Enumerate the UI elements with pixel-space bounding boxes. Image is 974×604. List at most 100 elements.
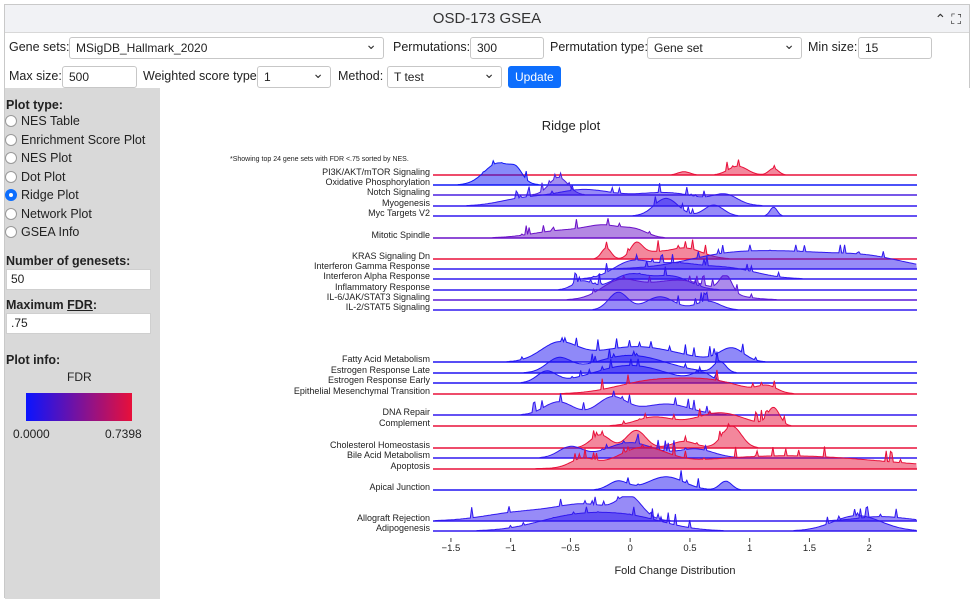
gene-sets-label: Gene sets: xyxy=(9,40,70,54)
min-size-label: Min size: xyxy=(808,40,858,54)
chart-note: *Showing top 24 gene sets with FDR <.75 … xyxy=(230,156,409,163)
ridge-fill xyxy=(433,292,917,310)
ridge-fill xyxy=(433,470,917,490)
plot-type-option-label: Ridge Plot xyxy=(21,188,79,202)
collapse-icon[interactable]: ⌃ xyxy=(934,11,947,27)
radio-icon[interactable] xyxy=(5,226,17,238)
permutation-type-label: Permutation type: xyxy=(550,40,648,54)
max-fdr-label: Maximum FDR: xyxy=(6,298,97,312)
ridge-label: Myogenesis xyxy=(382,198,431,208)
weighted-score-label: Weighted score type: xyxy=(143,69,261,83)
ridge-fill xyxy=(433,370,917,394)
ridge-fill xyxy=(433,196,917,216)
max-size-input[interactable]: 500 xyxy=(62,66,137,88)
plot-type-option-label: Dot Plot xyxy=(21,169,66,184)
radio-icon[interactable] xyxy=(5,152,17,164)
max-size-label: Max size: xyxy=(9,69,62,83)
ridge-fill xyxy=(433,275,917,300)
ridge-line xyxy=(433,218,917,239)
weighted-score-select[interactable]: 1 xyxy=(257,63,331,88)
chart-title: Ridge plot xyxy=(542,118,601,133)
radio-icon[interactable] xyxy=(5,115,17,127)
ridge-fill xyxy=(433,160,917,185)
colorbar-max-label: 0.7398 xyxy=(105,427,142,441)
plot-type-option-gsea-info[interactable]: GSEA Info xyxy=(5,224,79,240)
x-tick-label: 0 xyxy=(628,543,633,554)
ridge-fill xyxy=(433,390,917,415)
max-fdr-text: Maximum xyxy=(6,298,64,312)
colorbar-title: FDR xyxy=(67,370,92,384)
permutations-input[interactable]: 300 xyxy=(470,37,544,59)
plot-type-option-ridge-plot[interactable]: Ridge Plot xyxy=(5,187,79,203)
x-axis-label: Fold Change Distribution xyxy=(614,565,735,577)
num-genesets-input[interactable]: 50 xyxy=(6,269,151,290)
ridge-label: Fatty Acid Metabolism xyxy=(342,354,430,364)
plot-type-option-nes-table[interactable]: NES Table xyxy=(5,113,80,129)
radio-icon[interactable] xyxy=(5,170,17,183)
plot-type-option-dot-plot[interactable]: Dot Plot xyxy=(5,169,65,185)
ridge-plot: Ridge plot *Showing top 24 gene sets with… xyxy=(230,118,917,577)
ridge-label: Notch Signaling xyxy=(367,187,430,197)
ridge-label: Adipogenesis xyxy=(376,523,431,533)
ridge-fill xyxy=(433,444,917,469)
ridge-fill xyxy=(433,358,917,383)
x-tick-label: −0.5 xyxy=(561,543,580,554)
max-fdr-colon: : xyxy=(92,298,98,312)
plot-type-option-network-plot[interactable]: Network Plot xyxy=(5,206,92,222)
ridge-fill xyxy=(433,218,917,238)
controls-bar: Gene sets: MSigDB_Hallmark_2020 Permutat… xyxy=(5,33,969,88)
ridge-label: KRAS Signaling Dn xyxy=(352,251,430,261)
gsea-window: OSD-173 GSEA ⌃ ⛶ Gene sets: MSigDB_Hallma… xyxy=(4,4,971,599)
sidebar: Plot type: NES Table Enrichment Score Plo… xyxy=(5,88,160,599)
plot-type-option-enrichment-score-plot[interactable]: Enrichment Score Plot xyxy=(5,132,145,148)
window-title: OSD-173 GSEA xyxy=(432,10,542,27)
colorbar-min-label: 0.0000 xyxy=(13,427,50,441)
plot-type-option-label: Enrichment Score Plot xyxy=(21,132,146,147)
radio-icon[interactable] xyxy=(5,207,17,220)
radio-icon[interactable] xyxy=(5,133,17,146)
fullscreen-icon[interactable]: ⛶ xyxy=(951,11,961,27)
ridge-fill xyxy=(433,348,917,373)
permutations-label: Permutations: xyxy=(393,40,471,54)
min-size-input[interactable]: 15 xyxy=(858,37,932,59)
ridge-label: IL-6/JAK/STAT3 Signaling xyxy=(327,292,430,302)
ridge-label: DNA Repair xyxy=(382,407,430,417)
x-tick-label: −1.5 xyxy=(442,543,461,554)
ridge-label: Cholesterol Homeostasis xyxy=(330,440,431,450)
plot-type-heading: Plot type: xyxy=(6,98,63,112)
num-genesets-label: Number of genesets: xyxy=(6,254,131,268)
x-tick-label: 1.5 xyxy=(803,543,816,554)
title-bar: OSD-173 GSEA ⌃ ⛶ xyxy=(5,5,969,33)
x-tick-label: −1 xyxy=(505,543,516,554)
window-controls: ⌃ ⛶ xyxy=(929,5,961,33)
permutation-type-select[interactable]: Gene set xyxy=(647,34,802,59)
ridge-fill xyxy=(433,407,917,426)
ridge-label: Bile Acid Metabolism xyxy=(347,450,430,460)
fdr-abbr: FDR xyxy=(67,298,93,312)
gene-sets-select[interactable]: MSigDB_Hallmark_2020 xyxy=(69,34,384,59)
plot-type-option-nes-plot[interactable]: NES Plot xyxy=(5,150,72,166)
plot-type-option-label: NES Table xyxy=(21,114,80,128)
plot-type-option-label: NES Plot xyxy=(21,151,72,165)
ridge-label: Mitotic Spindle xyxy=(371,230,430,240)
ridge-label: Complement xyxy=(379,418,431,428)
fdr-colorbar xyxy=(26,393,132,421)
ridge-fill xyxy=(433,244,917,269)
ridge-label: Estrogen Response Early xyxy=(328,375,431,385)
method-select[interactable]: T test xyxy=(387,63,502,88)
ridge-label: Inflammatory Response xyxy=(335,282,430,292)
update-button[interactable]: Update xyxy=(508,66,561,88)
ridge-fill xyxy=(433,266,917,290)
ridge-fill xyxy=(433,183,917,206)
ridge-label: Epithelial Mesenchymal Transition xyxy=(294,386,430,396)
max-fdr-input[interactable]: .75 xyxy=(6,313,151,334)
plot-type-option-label: Network Plot xyxy=(21,206,92,221)
ridge-fill xyxy=(433,337,917,362)
x-tick-label: 2 xyxy=(867,543,872,554)
ridge-label: Apoptosis xyxy=(390,461,430,471)
ridge-label: Estrogen Response Late xyxy=(331,365,430,375)
ridge-label: Allograft Rejection xyxy=(357,513,430,523)
radio-icon[interactable] xyxy=(5,189,17,201)
plot-type-option-label: GSEA Info xyxy=(21,225,80,239)
ridge-label: Apical Junction xyxy=(369,482,430,492)
